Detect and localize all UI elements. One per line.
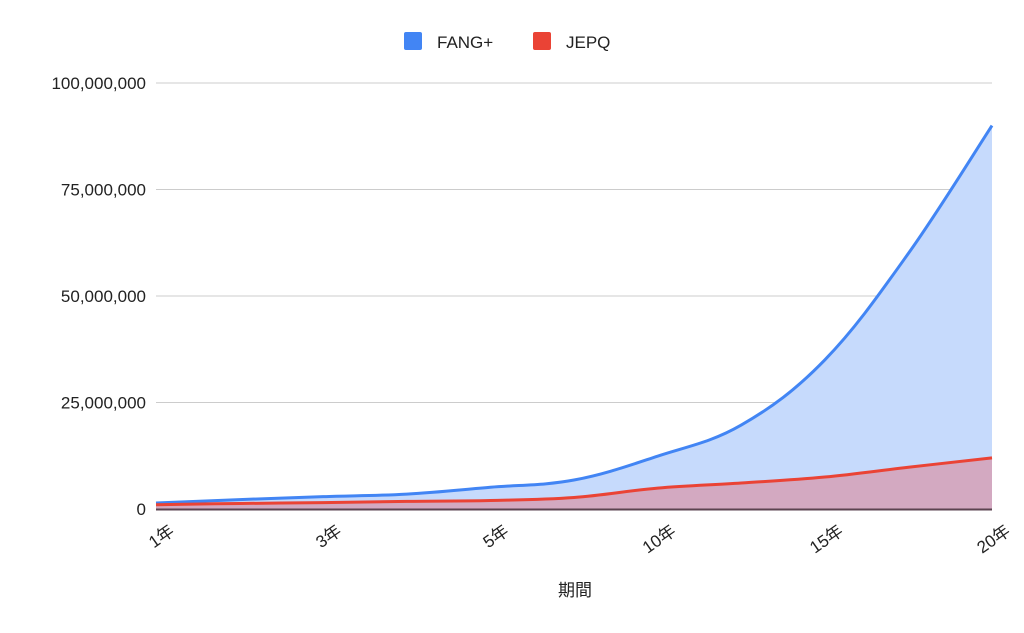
- y-tick-label: 100,000,000: [51, 74, 146, 93]
- x-axis-title: 期間: [558, 581, 592, 600]
- x-tick-label: 3年: [312, 521, 345, 552]
- area-jepq: [156, 457, 992, 509]
- legend-swatch-fang: [404, 32, 422, 50]
- line-fang[interactable]: [155, 124, 994, 505]
- y-tick-label: 0: [137, 500, 146, 519]
- x-axis-ticks: 1年 3年 5年 10年 15年 20年: [145, 521, 1014, 557]
- series-areas: [156, 125, 992, 509]
- legend: FANG+ JEPQ: [404, 32, 610, 52]
- y-tick-label: 50,000,000: [61, 287, 146, 306]
- y-tick-label: 25,000,000: [61, 394, 146, 413]
- x-tick-label: 10年: [639, 521, 679, 557]
- series-lines: [155, 124, 994, 507]
- legend-label-fang: FANG+: [437, 33, 493, 52]
- x-tick-label: 20年: [973, 521, 1013, 557]
- legend-item-jepq[interactable]: JEPQ: [533, 32, 610, 52]
- x-tick-label: 15年: [806, 521, 846, 557]
- x-tick-label: 1年: [145, 521, 178, 552]
- line-jepq[interactable]: [155, 456, 993, 507]
- legend-item-fang[interactable]: FANG+: [404, 32, 493, 52]
- legend-swatch-jepq: [533, 32, 551, 50]
- legend-label-jepq: JEPQ: [566, 33, 610, 52]
- area-fang: [156, 125, 992, 509]
- x-tick-label: 5年: [480, 521, 513, 552]
- y-tick-label: 75,000,000: [61, 181, 146, 200]
- y-axis-ticks: 0 25,000,000 50,000,000 75,000,000 100,000,0…: [51, 74, 146, 519]
